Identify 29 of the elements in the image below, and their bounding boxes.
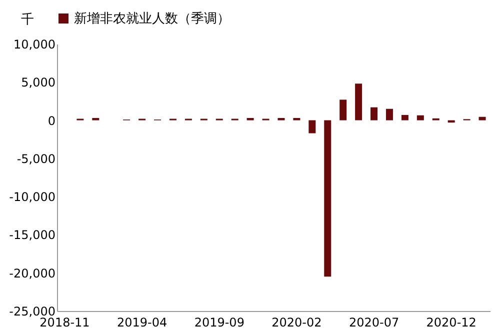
x-tick-label: 2019-09 [194,316,244,330]
bar [92,118,100,120]
x-tick-label: 2019-04 [116,316,168,330]
bar [340,100,347,120]
bar [246,118,254,120]
bar [355,84,362,120]
bar [386,108,393,120]
y-axis-title: 千 [21,12,34,28]
legend-label: 新增非农就业人数（季调） [74,12,230,26]
y-tick-label: 5,000 [21,76,56,90]
y-tick-label: -15,000 [9,228,56,242]
bar [324,120,332,277]
x-tick-label: 2020-07 [348,316,400,330]
y-tick-label: -25,000 [9,304,56,318]
y-tick-label: -5,000 [16,152,56,166]
x-tick-label: 2020-12 [426,316,476,330]
bar [370,107,378,120]
bar [293,118,300,120]
x-tick-label: 2018-11 [40,316,90,330]
y-tick-label: -20,000 [9,266,56,280]
bar [401,114,408,120]
x-tick-label: 2020-02 [272,316,322,330]
y-tick-label: -10,000 [9,190,56,204]
bar [278,118,285,120]
bar [308,120,316,134]
y-tick-label: 0 [48,114,56,128]
bar [478,116,486,120]
bar [416,115,424,120]
y-tick-label: 10,000 [14,38,56,52]
